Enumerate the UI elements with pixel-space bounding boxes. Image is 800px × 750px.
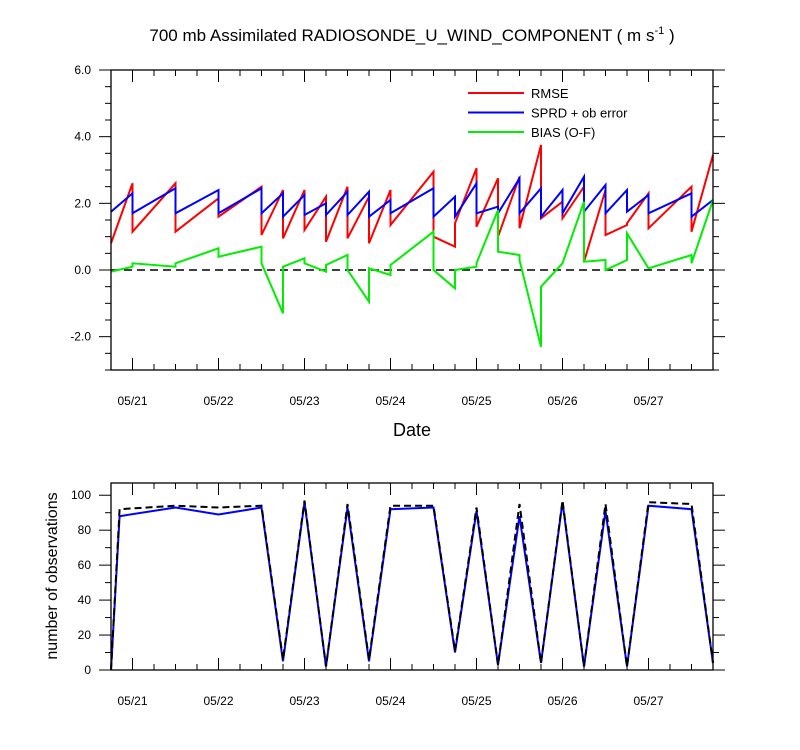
x-tick-label: 05/22	[203, 394, 233, 408]
x-tick-label: 05/24	[375, 394, 405, 408]
series-line-rmse	[110, 144, 714, 262]
y-tick-label: 6.0	[74, 63, 91, 77]
x-tick-label: 05/22	[203, 694, 233, 708]
y-tick-label: 100	[71, 488, 91, 502]
legend-label: RMSE	[531, 86, 569, 101]
x-tick-label: 05/21	[117, 694, 147, 708]
series-line-possible	[110, 500, 714, 671]
x-tick-label: 05/23	[289, 694, 319, 708]
y-tick-label: 0	[84, 663, 91, 677]
y-tick-label: 2.0	[74, 196, 91, 210]
y-tick-label: 20	[78, 628, 92, 642]
series-line-bias-o-f	[110, 199, 714, 347]
y-axis-title-observations: number of observations	[44, 492, 61, 659]
x-tick-label: 05/25	[461, 394, 491, 408]
x-axis-title: Date	[393, 420, 431, 440]
y-tick-label: 0.0	[74, 263, 91, 277]
top-panel: 05/21 05/22 05/23 05/24 05/25 05/26 05/27 6.0 4.…	[70, 63, 725, 408]
x-tick-label: 05/27	[633, 394, 663, 408]
chart-title: 700 mb Assimilated RADIOSONDE_U_WIND_COM…	[149, 25, 674, 45]
x-tick-label: 05/27	[633, 694, 663, 708]
y-tick-label: 40	[78, 593, 92, 607]
bottom-panel: 05/21 05/22 05/23 05/24 05/25 05/26 05/27 100 80…	[71, 482, 725, 708]
series-line-sprd-ob-error	[110, 173, 714, 221]
legend: RMSE SPRD + ob error BIAS (O-F)	[468, 86, 628, 140]
x-tick-label: 05/23	[289, 394, 319, 408]
legend-label: BIAS (O-F)	[531, 125, 595, 140]
x-tick-label: 05/21	[117, 394, 147, 408]
y-tick-label: 80	[78, 523, 92, 537]
y-tick-label: 60	[78, 558, 92, 572]
legend-label: SPRD + ob error	[531, 106, 628, 121]
x-tick-label: 05/26	[547, 394, 577, 408]
x-tick-label: 05/25	[461, 694, 491, 708]
x-tick-label: 05/26	[547, 694, 577, 708]
x-tick-label: 05/24	[375, 694, 405, 708]
y-tick-label: 4.0	[74, 130, 91, 144]
series-line-used	[110, 502, 714, 671]
y-tick-label: -2.0	[70, 330, 91, 344]
